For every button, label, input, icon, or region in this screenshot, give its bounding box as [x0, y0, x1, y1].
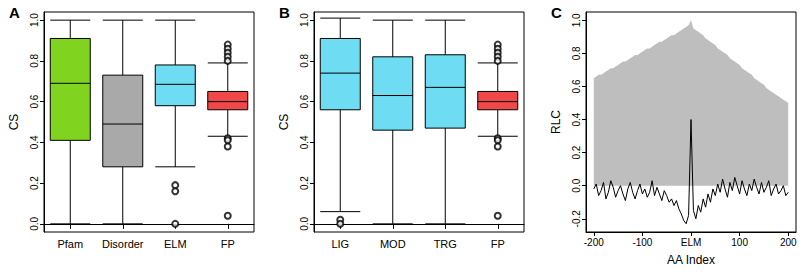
svg-text:100: 100: [731, 237, 748, 248]
svg-text:0.6: 0.6: [299, 94, 310, 108]
svg-text:0.6: 0.6: [571, 79, 582, 93]
svg-text:0.2: 0.2: [571, 145, 582, 159]
svg-text:C: C: [551, 4, 562, 21]
svg-text:-100: -100: [632, 237, 652, 248]
svg-text:0.4: 0.4: [571, 112, 582, 126]
svg-text:1.0: 1.0: [29, 13, 40, 27]
svg-text:0.2: 0.2: [299, 176, 310, 190]
svg-text:0.8: 0.8: [299, 54, 310, 68]
svg-text:RLC: RLC: [549, 110, 563, 134]
svg-text:1.0: 1.0: [571, 13, 582, 27]
svg-text:0.8: 0.8: [571, 46, 582, 60]
svg-text:CS: CS: [7, 114, 21, 131]
svg-text:0.4: 0.4: [29, 135, 40, 149]
svg-text:-200: -200: [584, 237, 604, 248]
svg-text:CS: CS: [277, 114, 291, 131]
svg-text:1.0: 1.0: [299, 13, 310, 27]
svg-text:0.4: 0.4: [299, 135, 310, 149]
svg-text:0.6: 0.6: [29, 94, 40, 108]
svg-text:ELM: ELM: [164, 238, 187, 250]
svg-text:LIG: LIG: [331, 238, 349, 250]
svg-text:0.8: 0.8: [29, 54, 40, 68]
svg-text:B: B: [279, 4, 290, 21]
svg-text:Disorder: Disorder: [102, 238, 144, 250]
svg-text:0.0: 0.0: [571, 178, 582, 192]
svg-text:0.0: 0.0: [29, 216, 40, 230]
svg-text:-0.2: -0.2: [571, 210, 582, 228]
svg-text:A: A: [9, 4, 20, 21]
svg-text:AA Index: AA Index: [667, 253, 715, 267]
svg-text:FP: FP: [491, 238, 505, 250]
svg-text:200: 200: [780, 237, 797, 248]
svg-text:MOD: MOD: [380, 238, 406, 250]
svg-text:0.0: 0.0: [299, 216, 310, 230]
svg-text:ELM: ELM: [681, 237, 702, 248]
svg-text:0.2: 0.2: [29, 176, 40, 190]
svg-text:TRG: TRG: [434, 238, 457, 250]
svg-text:Pfam: Pfam: [57, 238, 83, 250]
svg-text:FP: FP: [221, 238, 235, 250]
